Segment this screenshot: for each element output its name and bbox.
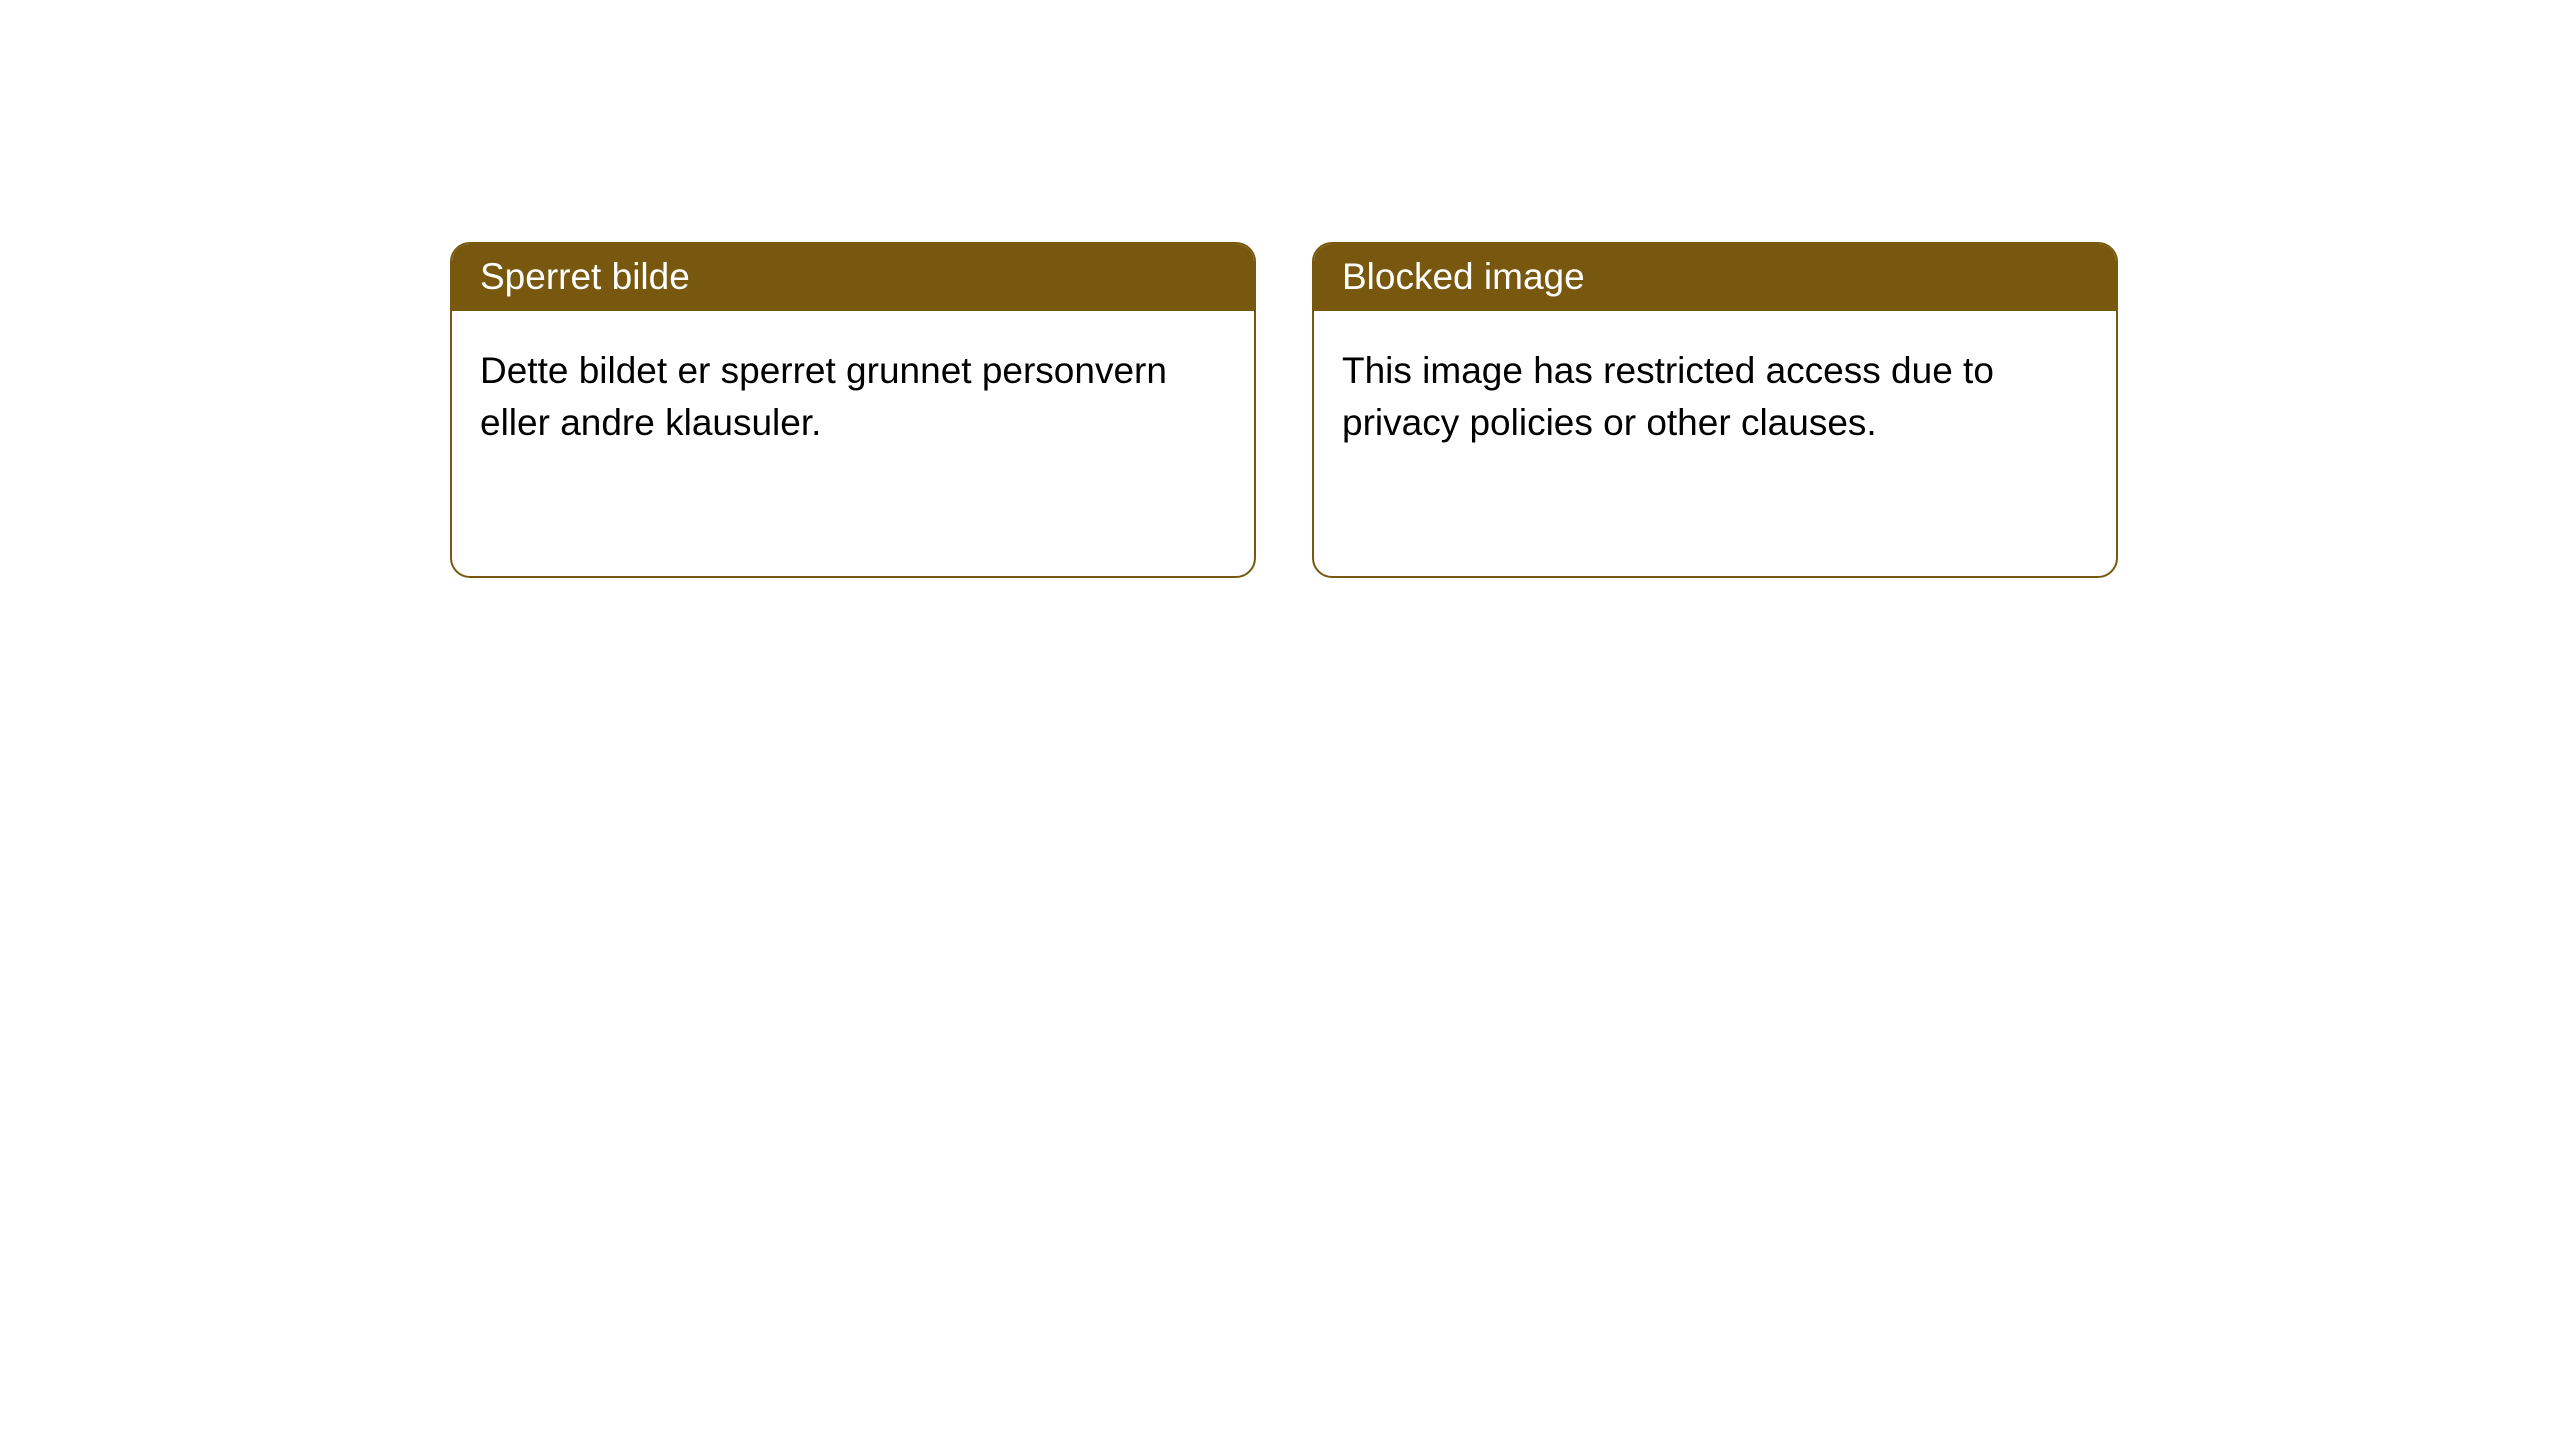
notice-card-english: Blocked image This image has restricted …: [1312, 242, 2118, 578]
card-body: Dette bildet er sperret grunnet personve…: [452, 311, 1254, 477]
card-title: Sperret bilde: [480, 256, 690, 297]
card-header: Blocked image: [1314, 244, 2116, 311]
notice-card-norwegian: Sperret bilde Dette bildet er sperret gr…: [450, 242, 1256, 578]
card-title: Blocked image: [1342, 256, 1585, 297]
card-header: Sperret bilde: [452, 244, 1254, 311]
card-body: This image has restricted access due to …: [1314, 311, 2116, 477]
card-body-text: Dette bildet er sperret grunnet personve…: [480, 350, 1167, 443]
notice-cards-container: Sperret bilde Dette bildet er sperret gr…: [0, 0, 2560, 578]
card-body-text: This image has restricted access due to …: [1342, 350, 1994, 443]
